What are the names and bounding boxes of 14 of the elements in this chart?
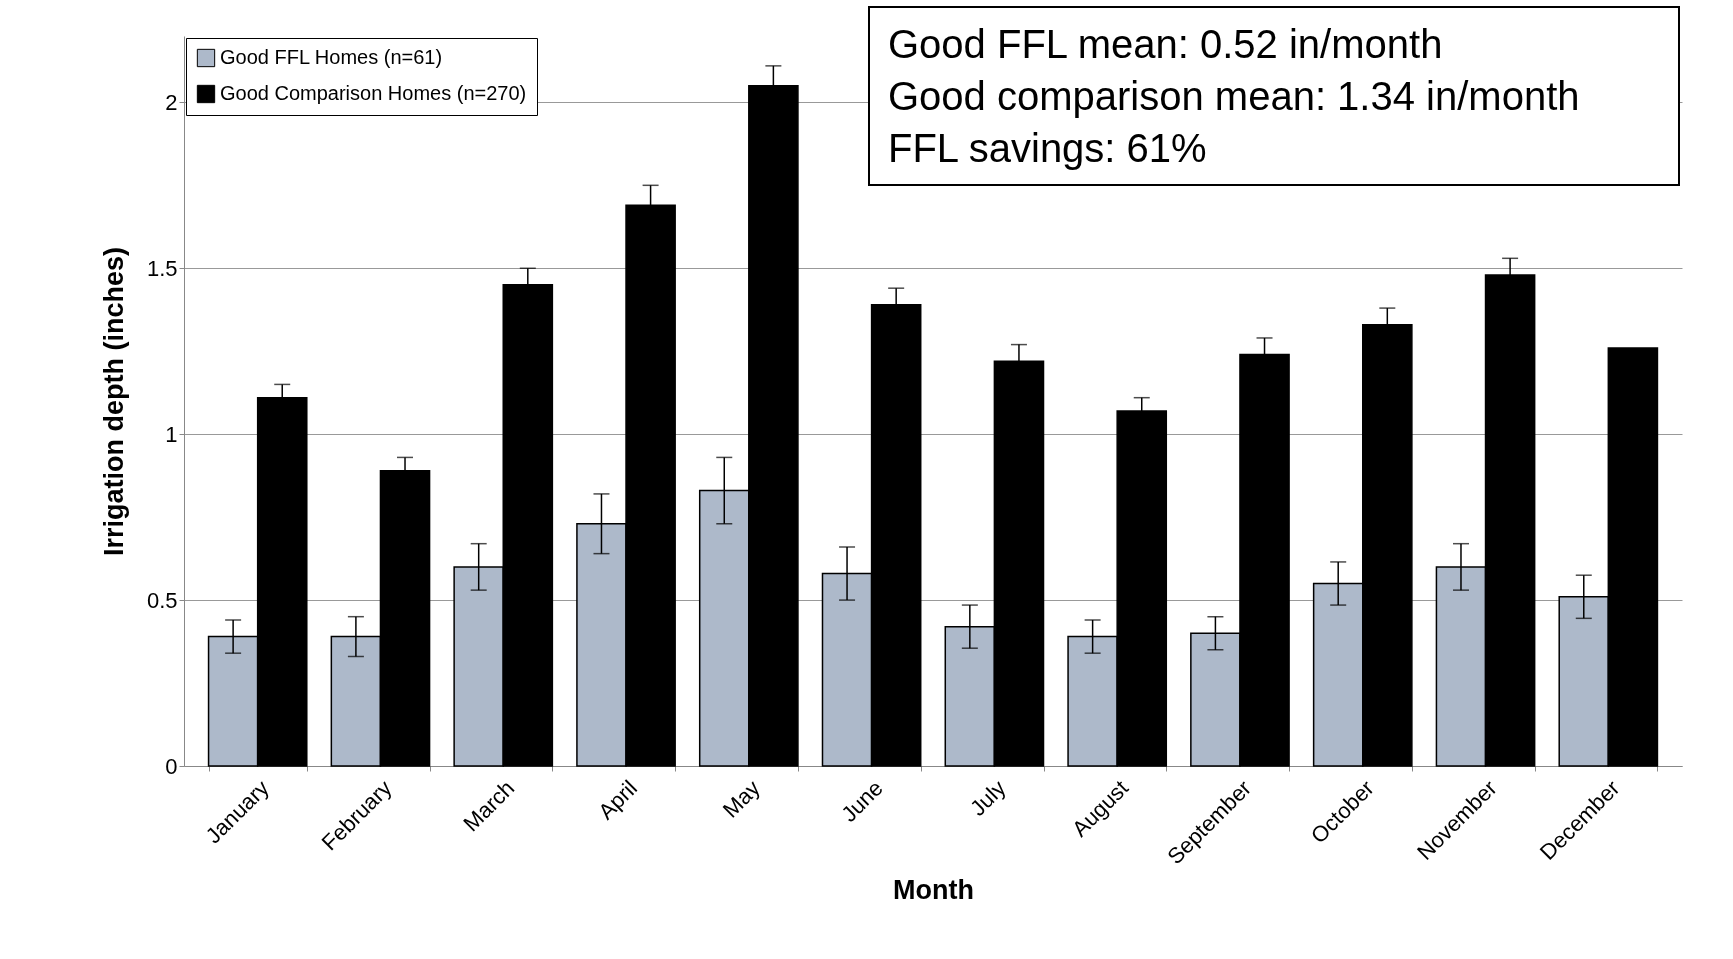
y-tick-label: 1	[165, 421, 178, 447]
y-axis-title: Irrigation depth (inches)	[98, 246, 129, 557]
annotation: FFL savings: 61%	[888, 125, 1208, 172]
annotation: Good FFL mean: 0.52 in/month	[888, 21, 1444, 68]
y-tick-label: 0.5	[146, 587, 178, 613]
y-tick-label: 0	[165, 753, 178, 779]
x-tick-label: July	[965, 775, 1011, 821]
legend-label: Good Comparison Homes (n=270)	[220, 82, 527, 104]
y-tick-label: 1.5	[146, 255, 178, 281]
y-tick-label: 2	[165, 89, 178, 115]
legend-label: Good FFL Homes (n=61)	[220, 46, 443, 68]
x-tick-label: May	[717, 775, 765, 823]
annotation: Good comparison mean: 1.34 in/month	[888, 73, 1581, 120]
x-axis-title: Month	[893, 875, 974, 906]
